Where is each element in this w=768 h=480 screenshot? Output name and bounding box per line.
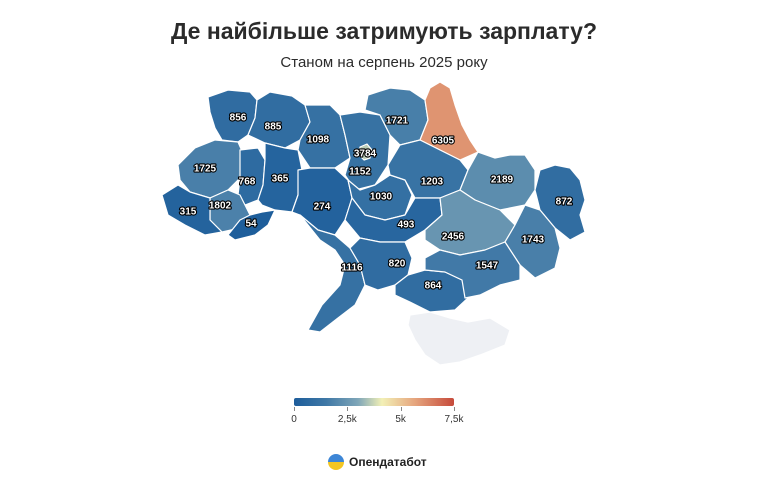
legend-tick — [294, 407, 295, 411]
value-label-zakarpattia: 315 — [180, 207, 197, 218]
region-khmelnytskyi — [257, 142, 303, 213]
value-label-ivano-frankivsk: 1802 — [209, 201, 232, 212]
page-subtitle: Станом на серпень 2025 року — [280, 54, 488, 71]
region-kyiv-city — [358, 143, 373, 161]
value-label-khmelnytskyi: 365 — [272, 174, 289, 185]
page-title: Де найбільше затримують зарплату? — [170, 18, 598, 44]
legend-tick — [400, 407, 402, 411]
region-odesa — [299, 214, 366, 333]
value-label-rivne: 885 — [265, 122, 282, 133]
value-label-mykolaiv: 820 — [389, 259, 406, 270]
value-label-zaporizhzhia: 1547 — [476, 261, 499, 272]
value-label-odesa: 1116 — [341, 263, 363, 274]
value-label-donetsk: 1743 — [522, 235, 545, 246]
value-label-chernivtsi: 54 — [245, 219, 257, 230]
brand-footer: Опендатабот — [328, 453, 427, 471]
value-label-vinnytsia: 274 — [314, 202, 331, 213]
value-label-poltava: 1203 — [421, 177, 444, 188]
region-chernivtsi — [227, 209, 276, 241]
legend-tick-label: 2,5k — [337, 414, 357, 425]
value-label-cherkasy: 1030 — [370, 192, 393, 203]
value-label-kyiv-city: 3784 — [354, 149, 377, 160]
value-label-kyiv-oblast: 1152 — [349, 167, 371, 178]
legend-tick — [347, 407, 349, 411]
region-kharkiv — [459, 151, 536, 211]
legend-tick — [454, 407, 455, 411]
value-label-luhansk: 872 — [556, 197, 573, 208]
value-label-ternopil: 768 — [239, 177, 256, 188]
legend-tick-label: 7,5k — [444, 414, 464, 425]
value-label-dnipropetrovsk: 2456 — [442, 232, 465, 243]
region-vinnytsia — [291, 167, 353, 236]
value-label-volyn: 856 — [230, 113, 247, 124]
color-legend: 0 2,5k 5k 7,5k — [291, 398, 463, 428]
region-zakarpattia — [161, 184, 223, 236]
value-label-sumy: 6305 — [432, 136, 455, 147]
value-label-kharkiv: 2189 — [491, 175, 514, 186]
legend-gradient — [294, 398, 454, 406]
region-luhansk — [534, 164, 586, 241]
legend-tick-label: 0 — [291, 414, 297, 425]
value-label-kherson: 864 — [425, 281, 442, 292]
region-donetsk — [504, 204, 561, 279]
brand-name: Опендатабот — [349, 455, 427, 469]
value-label-chernihiv: 1721 — [386, 116, 409, 127]
brand-logo-icon — [328, 454, 344, 470]
legend-tick-label: 5k — [395, 414, 406, 425]
value-label-lviv: 1725 — [194, 164, 217, 175]
value-label-kirovohrad: 493 — [398, 220, 415, 231]
value-label-zhytomyr: 1098 — [307, 135, 330, 146]
region-zaporizhzhia — [424, 241, 521, 299]
region-crimea — [407, 311, 511, 366]
